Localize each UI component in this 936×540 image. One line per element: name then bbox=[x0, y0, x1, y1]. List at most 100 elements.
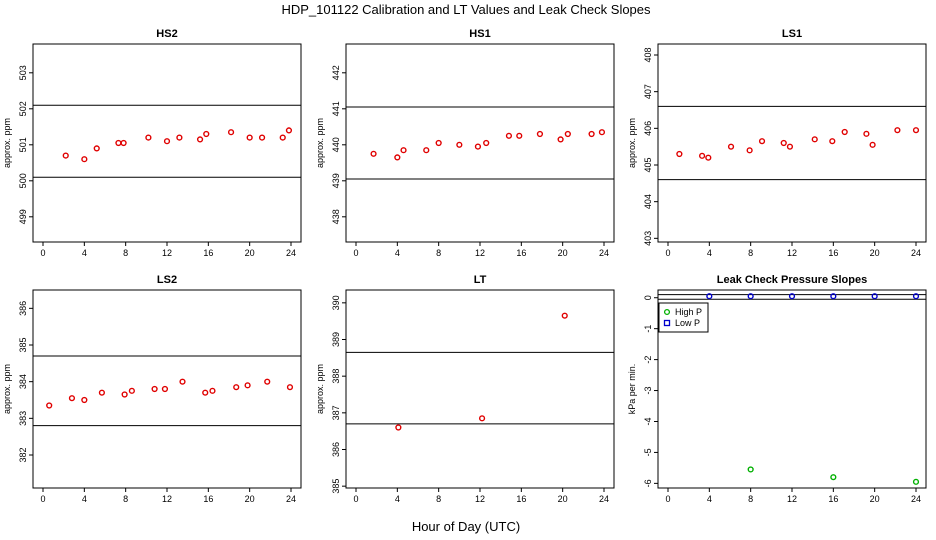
x-tick-label: 0 bbox=[665, 494, 670, 504]
data-point bbox=[161, 385, 169, 393]
x-tick-label: 24 bbox=[286, 494, 296, 504]
data-point bbox=[209, 387, 216, 394]
data-point bbox=[285, 127, 293, 134]
y-axis-label: approx. ppm bbox=[627, 118, 637, 168]
data-point bbox=[179, 378, 186, 385]
y-tick-label: 386 bbox=[331, 442, 341, 457]
data-point bbox=[474, 143, 482, 150]
y-tick-label: 442 bbox=[331, 65, 341, 80]
y-tick-label: 502 bbox=[18, 101, 28, 116]
data-point bbox=[115, 139, 122, 147]
y-tick-label: 441 bbox=[331, 101, 341, 116]
data-point bbox=[121, 391, 128, 398]
data-point bbox=[203, 130, 210, 138]
data-point bbox=[516, 132, 523, 139]
data-point bbox=[483, 139, 490, 147]
data-point bbox=[62, 152, 69, 159]
x-tick-label: 24 bbox=[911, 248, 921, 258]
data-point bbox=[811, 136, 818, 143]
y-tick-label: 385 bbox=[18, 337, 28, 352]
x-tick-label: 16 bbox=[828, 494, 838, 504]
y-axis-label: approx. ppm bbox=[2, 364, 12, 414]
y-tick-label: 405 bbox=[643, 157, 653, 172]
y-tick-label: 503 bbox=[18, 65, 28, 80]
data-point bbox=[829, 138, 836, 145]
x-tick-label: 16 bbox=[516, 248, 526, 258]
legend-marker-high-p bbox=[663, 308, 671, 316]
data-point bbox=[81, 396, 88, 404]
data-point bbox=[244, 382, 251, 389]
chart-panel-1: HS2 approx. ppm 499 500 501 502 503 0 4 8 12 16 20 24 bbox=[2, 28, 302, 258]
x-tick-label: 4 bbox=[707, 248, 712, 258]
y-axis-label: approx. ppm bbox=[2, 118, 12, 168]
low-p-point bbox=[871, 293, 878, 300]
y-tick-label: 0 bbox=[643, 295, 653, 300]
x-tick-label: 0 bbox=[665, 248, 670, 258]
data-point bbox=[435, 139, 442, 147]
data-point bbox=[400, 147, 407, 154]
data-point bbox=[81, 156, 88, 163]
data-point bbox=[279, 134, 286, 141]
data-point bbox=[202, 389, 209, 396]
data-point bbox=[128, 387, 135, 394]
data-point bbox=[536, 130, 544, 138]
y-tick-label: -5 bbox=[643, 448, 653, 456]
x-tick-label: 8 bbox=[123, 494, 128, 504]
y-tick-label: 500 bbox=[18, 173, 28, 188]
panel-title: LS2 bbox=[157, 274, 177, 286]
x-tick-label: 12 bbox=[162, 248, 172, 258]
x-tick-label: 20 bbox=[558, 494, 568, 504]
data-point bbox=[163, 138, 171, 145]
x-tick-label: 20 bbox=[870, 494, 880, 504]
data-point bbox=[557, 136, 564, 143]
data-point bbox=[370, 150, 377, 157]
y-tick-label: 403 bbox=[643, 231, 653, 246]
x-tick-label: 4 bbox=[82, 494, 87, 504]
y-tick-label: -2 bbox=[643, 356, 653, 364]
x-tick-label: 20 bbox=[870, 248, 880, 258]
y-tick-label: 501 bbox=[18, 137, 28, 152]
y-tick-label: 438 bbox=[331, 209, 341, 224]
x-tick-label: 16 bbox=[516, 494, 526, 504]
y-tick-label: 404 bbox=[643, 194, 653, 209]
data-point bbox=[258, 134, 266, 141]
y-tick-label: 383 bbox=[18, 411, 28, 426]
data-point bbox=[151, 385, 158, 393]
y-tick-label: -4 bbox=[643, 417, 653, 425]
high-p-point bbox=[830, 474, 837, 481]
legend-box bbox=[658, 302, 709, 333]
x-tick-label: 12 bbox=[787, 248, 797, 258]
data-point bbox=[588, 130, 595, 138]
legend-label: Low P bbox=[675, 318, 700, 328]
y-tick-label: 382 bbox=[18, 447, 28, 462]
chart-panel-6: Leak Check Pressure Slopes kPa per min. 0 -… bbox=[627, 274, 927, 504]
x-tick-label: 8 bbox=[123, 248, 128, 258]
data-point bbox=[780, 139, 787, 147]
y-tick-label: 384 bbox=[18, 374, 28, 389]
page-title: HDP_101122 Calibration and LT Values and… bbox=[281, 2, 651, 17]
x-tick-label: 24 bbox=[599, 494, 609, 504]
x-tick-label: 12 bbox=[162, 494, 172, 504]
data-point bbox=[478, 415, 486, 422]
x-tick-label: 24 bbox=[286, 248, 296, 258]
x-tick-label: 20 bbox=[245, 248, 255, 258]
chart-panel-2: HS1 approx. ppm 438 439 440 441 442 0 4 8 12 16 20 24 bbox=[315, 28, 615, 258]
data-point bbox=[233, 384, 240, 391]
y-tick-label: 388 bbox=[331, 369, 341, 384]
panels-container: HS2 approx. ppm 499 500 501 502 503 0 4 8 12 16 20 24… bbox=[2, 28, 927, 504]
data-point bbox=[176, 134, 183, 141]
x-tick-label: 0 bbox=[353, 494, 358, 504]
data-point bbox=[786, 143, 794, 150]
low-p-point bbox=[747, 293, 754, 300]
x-tick-label: 8 bbox=[748, 248, 753, 258]
data-point bbox=[196, 136, 204, 143]
data-point bbox=[68, 395, 76, 402]
y-tick-label: 385 bbox=[331, 479, 341, 494]
x-tick-label: 24 bbox=[911, 494, 921, 504]
x-tick-label: 0 bbox=[353, 248, 358, 258]
y-tick-label: 389 bbox=[331, 332, 341, 347]
x-tick-label: 16 bbox=[203, 248, 213, 258]
x-tick-label: 0 bbox=[40, 494, 45, 504]
